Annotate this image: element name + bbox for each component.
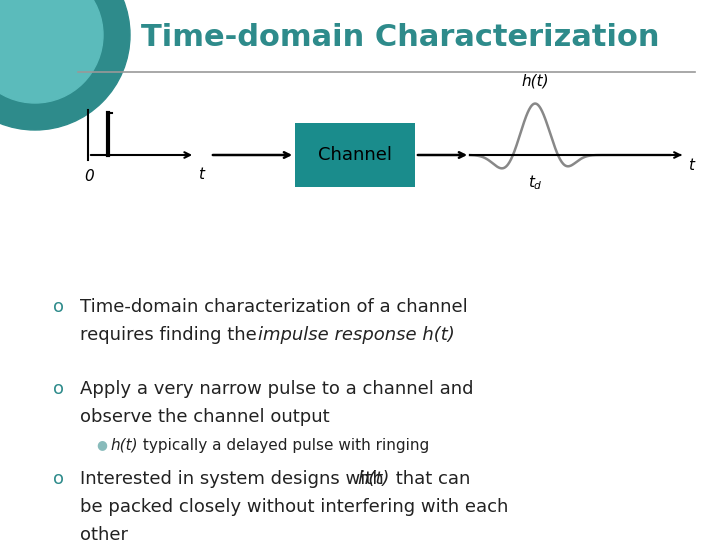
Circle shape	[0, 0, 103, 103]
Text: impulse response h(t): impulse response h(t)	[258, 326, 455, 344]
Text: typically a delayed pulse with ringing: typically a delayed pulse with ringing	[138, 438, 429, 453]
Text: h(t): h(t)	[110, 438, 138, 453]
Text: Apply a very narrow pulse to a channel and: Apply a very narrow pulse to a channel a…	[80, 380, 474, 398]
Text: observe the channel output: observe the channel output	[80, 408, 330, 426]
Bar	[295, 123, 415, 187]
Text: t: t	[198, 167, 204, 182]
Text: Time-domain Characterization: Time-domain Characterization	[140, 24, 660, 52]
Text: h(t): h(t)	[521, 73, 549, 88]
Text: $t_d$: $t_d$	[528, 173, 542, 192]
Text: be packed closely without interfering with each: be packed closely without interfering wi…	[80, 498, 508, 516]
Text: o: o	[53, 380, 63, 398]
Circle shape	[0, 0, 130, 130]
Text: that can: that can	[390, 470, 470, 488]
Text: Interested in system designs with: Interested in system designs with	[80, 470, 390, 488]
Text: o: o	[53, 298, 63, 316]
Text: ●: ●	[96, 438, 107, 451]
Text: requires finding the: requires finding the	[80, 326, 263, 344]
Text: t: t	[688, 158, 694, 172]
Text: Channel: Channel	[318, 146, 392, 164]
Text: Time-domain characterization of a channel: Time-domain characterization of a channe…	[80, 298, 468, 316]
Text: 0: 0	[84, 169, 94, 184]
Text: o: o	[53, 470, 63, 488]
Text: other: other	[80, 526, 128, 540]
Text: h(t): h(t)	[357, 470, 390, 488]
